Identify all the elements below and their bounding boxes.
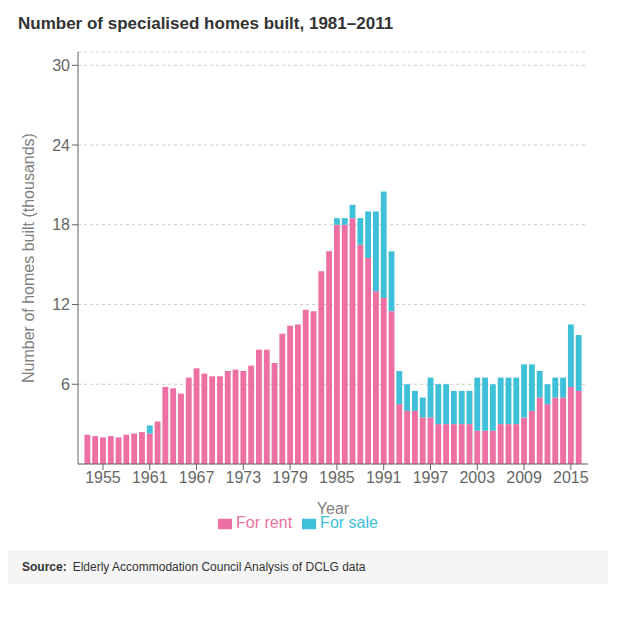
svg-text:6: 6	[61, 376, 70, 393]
svg-text:1979: 1979	[272, 469, 308, 486]
html-text:For rent: For rent	[236, 514, 293, 531]
html-text:Number of specialised homes bu: Number of specialised homes built, 1981–…	[18, 14, 394, 33]
svg-text:2009: 2009	[506, 469, 542, 486]
svg-text:1973: 1973	[226, 469, 262, 486]
svg-text:Number of homes built (thousan: Number of homes built (thousands)	[20, 133, 37, 383]
svg-text:1997: 1997	[413, 469, 449, 486]
svg-text:1967: 1967	[179, 469, 215, 486]
svg-text:12: 12	[52, 296, 70, 313]
svg-text:30: 30	[52, 57, 70, 74]
svg-text:24: 24	[52, 137, 70, 154]
svg-text:1991: 1991	[366, 469, 402, 486]
html-text:Elderly Accommodation Council: Elderly Accommodation Council Analysis o…	[72, 560, 366, 574]
svg-text:Year: Year	[317, 500, 350, 517]
svg-text:2003: 2003	[459, 469, 495, 486]
html-text:For sale: For sale	[320, 514, 378, 531]
svg-text:18: 18	[52, 216, 70, 233]
svg-text:1955: 1955	[85, 469, 121, 486]
svg-text:1985: 1985	[319, 469, 355, 486]
svg-text:1961: 1961	[132, 469, 168, 486]
svg-text:2015: 2015	[553, 469, 589, 486]
html-text:Source:: Source:	[22, 560, 67, 574]
